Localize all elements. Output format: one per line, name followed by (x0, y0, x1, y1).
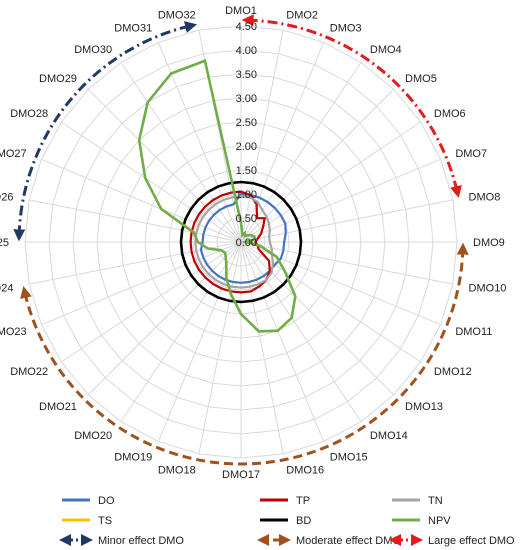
category-label: DMO3 (330, 23, 362, 35)
category-label: DMO1 (225, 5, 257, 17)
legend-label-npv: NPV (428, 515, 451, 527)
grid-spoke (240, 241, 325, 442)
category-label: DMO7 (455, 148, 487, 160)
series-tp (189, 190, 271, 294)
category-label: DMO26 (0, 192, 13, 204)
tick-label: 1.50 (236, 165, 257, 177)
category-label: DMO19 (114, 451, 152, 463)
legend-label-tp: TP (296, 495, 310, 507)
tick-label: 0.00 (236, 237, 257, 249)
legend-label-do: DO (98, 495, 115, 507)
category-label: DMO12 (434, 366, 472, 378)
category-label: DMO27 (0, 148, 27, 160)
category-label: DMO8 (469, 192, 501, 204)
category-label: DMO20 (74, 430, 112, 442)
effect-arc-large (241, 14, 462, 199)
category-label: DMO15 (330, 451, 368, 463)
legend-label-bd: BD (296, 515, 311, 527)
category-label: DMO14 (370, 430, 408, 442)
tick-label: 0.50 (236, 213, 257, 225)
grid-spoke (240, 158, 441, 243)
category-label: DMO4 (370, 44, 402, 56)
grid-spoke (87, 241, 242, 396)
category-label: DMO21 (39, 401, 77, 413)
effect-arc-minor (13, 21, 198, 242)
tick-label: 4.50 (236, 21, 257, 33)
category-label: DMO5 (405, 73, 437, 85)
grid-spoke (87, 88, 242, 243)
category-label: DMO28 (10, 108, 48, 120)
effect-arc-moderate (20, 242, 469, 466)
grid-spoke (240, 241, 395, 396)
radial-tick-labels: 0.00 0.50 1.00 1.50 2.00 2.50 3.00 3.50 4.00 4.50 (236, 21, 257, 249)
series-layer (137, 59, 303, 333)
category-label: DMO29 (39, 73, 77, 85)
category-label: DMO24 (0, 282, 13, 294)
legend-label-moderate: Moderate effect DMO (296, 535, 401, 547)
tick-label: 2.00 (236, 141, 257, 153)
category-label: DMO30 (74, 44, 112, 56)
series-bd (179, 180, 303, 304)
category-label: DMO2 (286, 9, 318, 21)
legend-label-tn: TN (428, 495, 443, 507)
legend-label-ts: TS (98, 515, 112, 527)
category-label: DMO31 (114, 23, 152, 35)
grid-spoke (240, 199, 453, 243)
category-label: DMO32 (158, 9, 196, 21)
category-label: DMO11 (455, 326, 492, 338)
category-label: DMO6 (434, 108, 466, 120)
category-label: DMO25 (0, 237, 9, 249)
tick-label: 1.00 (236, 189, 257, 201)
series-do (199, 192, 287, 284)
category-label: DMO18 (158, 465, 196, 477)
category-label: DMO10 (469, 282, 507, 294)
tick-label: 4.00 (236, 45, 257, 57)
category-label: DMO22 (10, 366, 48, 378)
tick-label: 3.50 (236, 69, 257, 81)
category-label: DMO17 (222, 469, 260, 481)
category-label: DMO9 (473, 237, 505, 249)
legend: DO TP TN TS BD NPV Minor effect DMO Moderate ef… (59, 495, 515, 547)
category-label: DMO23 (0, 326, 27, 338)
category-labels: DMO1 DMO2 DMO3 DMO4 DMO5 DMO6 DMO7 DMO8 DMO9 DMO1… (0, 5, 506, 481)
effect-arcs (13, 14, 469, 466)
series-npv (137, 59, 297, 333)
tick-label: 3.00 (236, 93, 257, 105)
series-tn (194, 195, 275, 289)
legend-label-large: Large effect DMO (428, 535, 515, 547)
category-label: DMO13 (405, 401, 443, 413)
legend-label-minor: Minor effect DMO (98, 535, 184, 547)
category-label: DMO16 (286, 465, 324, 477)
tick-label: 2.50 (236, 117, 257, 129)
